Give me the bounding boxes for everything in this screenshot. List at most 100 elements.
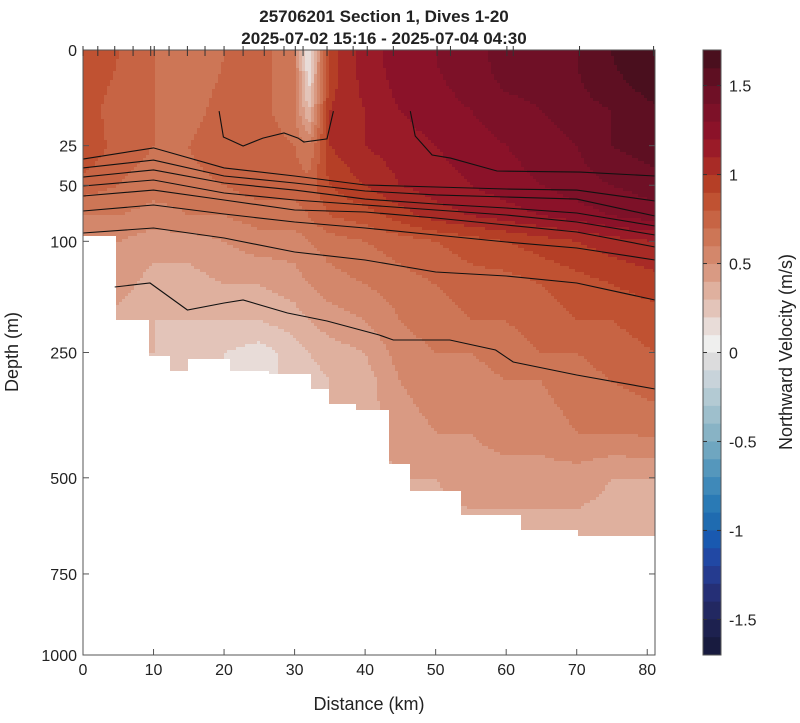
velocity-cell [200, 269, 299, 272]
velocity-cell [422, 275, 521, 278]
velocity-cell [101, 116, 155, 119]
velocity-cell [419, 191, 485, 194]
velocity-cell [323, 107, 326, 110]
velocity-cell [305, 113, 311, 116]
velocity-cell [476, 215, 548, 218]
velocity-cell [320, 161, 326, 164]
velocity-cell [566, 218, 641, 221]
velocity-cell [359, 83, 389, 86]
velocity-cell [146, 155, 194, 158]
velocity-cell [155, 200, 296, 203]
velocity-cell [383, 296, 449, 299]
velocity-cell [368, 356, 392, 359]
velocity-cell [83, 98, 104, 101]
velocity-cell [83, 188, 107, 191]
velocity-cell [377, 290, 443, 293]
velocity-cell [272, 104, 296, 107]
velocity-cell [341, 269, 410, 272]
velocity-cell [389, 461, 392, 464]
velocity-cell [227, 350, 275, 353]
velocity-cell [458, 170, 527, 173]
velocity-cell [155, 89, 212, 92]
velocity-cell [296, 122, 302, 125]
velocity-cell [320, 77, 323, 80]
velocity-cell [326, 65, 329, 68]
velocity-cell [365, 113, 404, 116]
velocity-cell [383, 158, 446, 161]
velocity-cell [329, 176, 356, 179]
velocity-cell [317, 50, 320, 53]
velocity-cell [365, 353, 389, 356]
velocity-cell [83, 185, 116, 188]
velocity-cell [356, 53, 383, 56]
velocity-cell [566, 308, 655, 311]
velocity-cell [155, 347, 236, 350]
velocity-cell [611, 380, 655, 383]
velocity-cell [314, 74, 317, 77]
velocity-cell [146, 230, 170, 233]
velocity-cell [221, 182, 317, 185]
velocity-cell [413, 398, 554, 401]
velocity-cell [83, 113, 101, 116]
colorbar-swatch [703, 512, 721, 531]
velocity-cell [326, 170, 350, 173]
velocity-cell [311, 140, 317, 143]
velocity-cell [116, 299, 122, 302]
velocity-cell [386, 68, 440, 71]
velocity-cell [446, 293, 551, 296]
velocity-cell [362, 182, 398, 185]
velocity-cell [83, 167, 89, 170]
velocity-cell [599, 101, 653, 104]
velocity-cell [410, 467, 655, 470]
velocity-cell [83, 143, 107, 146]
velocity-cell [404, 206, 452, 209]
colorbar-swatch [703, 334, 721, 353]
velocity-cell [461, 494, 599, 497]
velocity-cell [83, 218, 233, 221]
velocity-cell [182, 209, 305, 212]
velocity-cell [299, 110, 305, 113]
velocity-cell [317, 74, 320, 77]
velocity-cell [311, 320, 365, 323]
velocity-cell [635, 89, 655, 92]
velocity-cell [293, 143, 314, 146]
velocity-cell [524, 98, 593, 101]
velocity-cell [569, 419, 655, 422]
velocity-cell [647, 239, 655, 242]
velocity-cell [83, 134, 104, 137]
velocity-cell [416, 404, 557, 407]
velocity-cell [239, 191, 317, 194]
velocity-cell [611, 50, 655, 53]
velocity-cell [389, 419, 428, 422]
velocity-cell [329, 56, 338, 59]
velocity-cell [539, 182, 608, 185]
velocity-cell [305, 80, 308, 83]
velocity-cell [311, 86, 314, 89]
velocity-cell [257, 227, 323, 230]
velocity-cell [83, 203, 146, 206]
velocity-cell [548, 392, 635, 395]
velocity-cell [356, 71, 386, 74]
velocity-cell [314, 149, 320, 152]
velocity-cell [101, 104, 155, 107]
velocity-cell [320, 155, 326, 158]
velocity-cell [170, 359, 188, 362]
velocity-cell [83, 50, 119, 53]
velocity-cell [155, 332, 290, 335]
velocity-cell [329, 395, 377, 398]
velocity-cell [83, 206, 140, 209]
velocity-cell [83, 107, 101, 110]
velocity-cell [500, 452, 655, 455]
velocity-cell [389, 428, 434, 431]
velocity-cell [371, 188, 413, 191]
velocity-cell [623, 74, 655, 77]
velocity-cell [476, 356, 584, 359]
velocity-cell [374, 329, 410, 332]
velocity-cell [299, 62, 302, 65]
velocity-cell [485, 362, 590, 365]
y-tick-label: 25 [59, 139, 77, 156]
velocity-cell [401, 263, 473, 266]
velocity-cell [395, 368, 491, 371]
velocity-cell [494, 74, 581, 77]
